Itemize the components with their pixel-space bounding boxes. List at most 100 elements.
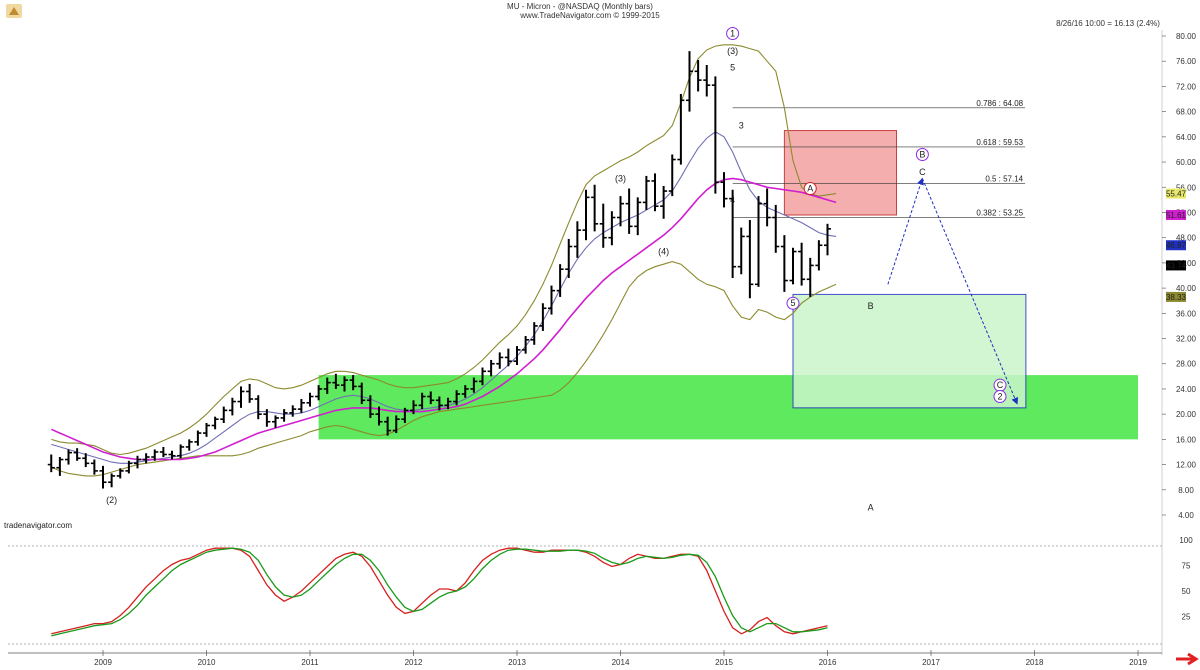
wave-label-text: C bbox=[919, 167, 926, 177]
fib-level-label-0: 0.786 : 64.08 bbox=[976, 99, 1023, 108]
price-bar bbox=[530, 322, 538, 345]
wave-label-text: (3) bbox=[727, 46, 738, 56]
time-axis-tick-label: 2013 bbox=[508, 658, 526, 667]
price-axis-tick-label: 12.00 bbox=[1176, 461, 1197, 470]
price-bar bbox=[634, 197, 642, 236]
price-bar bbox=[763, 188, 771, 227]
price-axis-tick-label: 68.00 bbox=[1176, 108, 1197, 117]
line-ma_slow bbox=[50, 177, 837, 461]
price-bar bbox=[220, 406, 228, 423]
price-bar bbox=[479, 367, 486, 386]
price-bar bbox=[815, 240, 823, 271]
value-tag-2: 46.87 bbox=[1166, 240, 1187, 251]
value-tag-1: 51.61 bbox=[1166, 209, 1187, 220]
price-bar bbox=[134, 455, 141, 469]
price-bar bbox=[90, 459, 98, 475]
price-bar bbox=[642, 175, 650, 210]
price-bar bbox=[513, 346, 521, 365]
price-bar bbox=[746, 220, 754, 299]
price-axis-tick-label: 24.00 bbox=[1176, 385, 1197, 394]
price-axis-layer: 80.00 76.00 72.00 68.00 64.00 60.00 56.00 52.00… bbox=[1162, 32, 1197, 520]
price-bar bbox=[694, 59, 702, 92]
price-bar bbox=[824, 223, 831, 256]
price-axis-tick-label: 48.00 bbox=[1176, 234, 1197, 243]
price-axis-tick-label: 72.00 bbox=[1176, 82, 1197, 91]
price-bar bbox=[384, 416, 392, 436]
price-bar bbox=[142, 453, 150, 464]
price-axis-tick-label: 4.00 bbox=[1178, 511, 1194, 520]
fib-level-label-3: 0.382 : 53.25 bbox=[976, 209, 1023, 218]
price-bar bbox=[237, 386, 245, 408]
wave-label-text: (2) bbox=[106, 495, 117, 505]
price-bar bbox=[323, 377, 331, 394]
wave-label-text: 2 bbox=[997, 392, 1002, 402]
price-bar bbox=[47, 454, 55, 473]
price-axis-tick-label: 8.00 bbox=[1178, 486, 1194, 495]
value-tag-bg bbox=[1166, 188, 1186, 199]
time-axis-tick-label: 2015 bbox=[715, 658, 733, 667]
price-bar bbox=[591, 184, 599, 232]
price-bar bbox=[203, 422, 210, 437]
wave-label-4: (4) bbox=[658, 247, 669, 257]
price-bar bbox=[720, 172, 728, 208]
wave-label-text: B bbox=[868, 301, 874, 311]
price-bar bbox=[737, 227, 745, 275]
price-axis-tick-label: 80.00 bbox=[1176, 32, 1197, 41]
price-bar bbox=[306, 392, 314, 407]
time-axis-tick-label: 2014 bbox=[612, 658, 630, 667]
value-tag-text: 51.61 bbox=[1166, 211, 1187, 220]
price-bar bbox=[280, 409, 288, 422]
price-bar bbox=[65, 449, 72, 465]
wave-label-text: C bbox=[997, 380, 1004, 390]
price-bar bbox=[599, 203, 607, 248]
price-bar bbox=[548, 285, 555, 315]
wave-label-circle bbox=[786, 296, 800, 310]
price-bar bbox=[556, 264, 564, 297]
price-bar bbox=[99, 465, 107, 489]
price-bar bbox=[375, 406, 383, 426]
osc-line-stoch_k bbox=[51, 547, 828, 635]
price-axis-tick-label: 76.00 bbox=[1176, 57, 1197, 66]
osc-line-stoch_d bbox=[51, 547, 828, 637]
wave-label-15: A bbox=[868, 502, 874, 512]
time-axis-tick-label: 2016 bbox=[819, 658, 837, 667]
price-bar bbox=[410, 400, 417, 415]
price-bar bbox=[228, 397, 236, 416]
price-bar bbox=[297, 399, 305, 413]
price-bar bbox=[272, 415, 279, 429]
price-bar bbox=[151, 449, 159, 461]
osc-axis-tick-label: 100 bbox=[1179, 536, 1193, 545]
price-bar bbox=[56, 457, 64, 476]
wave-label-14: 2 bbox=[993, 390, 1007, 404]
fib-level-label-1: 0.618 : 59.53 bbox=[976, 138, 1023, 147]
value-tag-0: 55.47 bbox=[1166, 188, 1187, 199]
wave-label-text: 5 bbox=[790, 298, 795, 308]
wave-label-text: (3) bbox=[615, 173, 626, 183]
value-tag-bg bbox=[1166, 260, 1186, 271]
value-tag-text: 46.87 bbox=[1166, 241, 1187, 250]
wave-label-10: 5 bbox=[786, 296, 800, 310]
price-axis-tick-label: 28.00 bbox=[1176, 360, 1197, 369]
wave-label-7: 4 bbox=[730, 195, 735, 205]
price-bar bbox=[668, 154, 676, 197]
price-axis-tick-label: 16.00 bbox=[1176, 435, 1197, 444]
time-axis-layer: 2009 2010 2011 2012 2013 2014 2015 2016 2017 2018… bbox=[8, 650, 1162, 667]
value-tag-4: 38.33 bbox=[1166, 291, 1187, 302]
price-bar bbox=[789, 247, 797, 285]
osc-axis-tick-label: 25 bbox=[1182, 613, 1191, 622]
price-bar bbox=[125, 460, 133, 474]
wave-label-text: A bbox=[807, 184, 813, 194]
price-bar bbox=[418, 392, 426, 410]
wave-label-12: C bbox=[919, 167, 926, 177]
wave-label-2: 5 bbox=[730, 63, 735, 73]
watermark-text: tradenavigator.com bbox=[4, 521, 72, 530]
projection-arrows-layer bbox=[887, 177, 1019, 405]
time-axis-tick-label: 2019 bbox=[1129, 658, 1147, 667]
price-bar bbox=[608, 211, 616, 246]
value-tags-layer: 55.47 51.61 46.87 43.74 38.33 bbox=[1166, 188, 1187, 302]
chart-subtitle: www.TradeNavigator.com © 1999-2015 bbox=[519, 11, 660, 20]
price-bar bbox=[194, 430, 202, 446]
price-bar bbox=[177, 444, 185, 459]
price-bar bbox=[116, 468, 124, 479]
